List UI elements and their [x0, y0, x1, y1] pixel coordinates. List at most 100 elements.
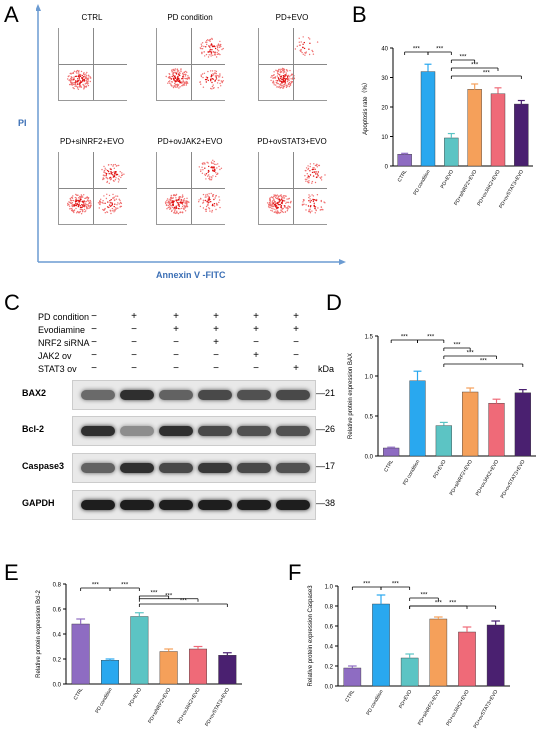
x-tick-label: PD+siNRF2+EVO: [147, 687, 172, 725]
bar: [130, 616, 149, 685]
y-tick-label: 10: [381, 135, 388, 141]
bar: [71, 623, 90, 685]
significance-label: ***: [483, 71, 491, 77]
flow-y-axis-label: PI: [18, 118, 27, 128]
y-tick-label: 0: [385, 165, 389, 171]
bar: [514, 103, 529, 167]
bar: [458, 631, 476, 687]
blot-strip: [72, 380, 316, 410]
treatment-sign: −: [91, 350, 97, 361]
treatment-sign: +: [131, 311, 137, 322]
bar: [429, 618, 448, 687]
treatment-sign: −: [173, 363, 179, 374]
blot-band: [81, 390, 115, 400]
treatment-sign: −: [173, 350, 179, 361]
treatment-sign: −: [293, 350, 299, 361]
blot-band: [159, 426, 193, 436]
x-tick-label: PD+ovJAK2+EVO: [176, 687, 202, 725]
bar: [514, 392, 531, 457]
bar: [444, 137, 459, 167]
bar: [490, 93, 506, 167]
treatment-sign: −: [91, 311, 97, 322]
significance-label: ***: [92, 583, 100, 589]
x-tick-label: PD condition: [402, 459, 421, 487]
panel-letter-d: D: [326, 290, 342, 315]
chart-bcl2-expression: 0.0 0.2 0.4 0.6 0.8 Relative protein expressi…: [36, 583, 242, 728]
x-tick-label: CTRL: [383, 459, 395, 473]
blot-band: [237, 463, 271, 473]
treatment-sign: −: [91, 324, 97, 335]
blot-strip: [72, 453, 316, 483]
flow-dot-plot: [58, 28, 127, 101]
panel-letter-f: F: [288, 560, 302, 585]
treatment-label: JAK2 ov: [38, 351, 72, 361]
y-tick-label: 0.6: [325, 625, 334, 631]
x-tick-label: PD+EVO: [432, 459, 447, 480]
flow-dot-plot: [58, 152, 127, 225]
blot-band: [276, 500, 310, 510]
x-tick-label: PD condition: [94, 687, 113, 715]
bar: [462, 391, 479, 457]
blot-band: [159, 463, 193, 473]
significance-label: ***: [435, 601, 443, 607]
significance-label: ***: [363, 582, 371, 588]
significance-label: ***: [467, 351, 475, 357]
bar: [409, 380, 426, 457]
y-tick-label: 1.0: [325, 585, 334, 591]
blot-band: [237, 390, 271, 400]
y-tick-label: 20: [381, 106, 388, 112]
treatment-sign: −: [91, 337, 97, 348]
blot-band: [276, 463, 310, 473]
blot-band: [81, 463, 115, 473]
blot-band: [276, 426, 310, 436]
x-tick-label: PD+ovSTAT3+EVO: [472, 689, 499, 730]
blot-band: [237, 426, 271, 436]
treatment-sign: −: [91, 363, 97, 374]
significance-label: ***: [165, 593, 173, 599]
y-axis-label: Relative protein expression Bcl-2: [36, 589, 42, 677]
flow-plot-title: PD+ovSTAT3+EVO: [257, 137, 327, 146]
bar: [159, 651, 178, 685]
significance-label: ***: [150, 591, 158, 597]
treatment-sign: −: [173, 337, 179, 348]
treatment-sign: −: [253, 363, 259, 374]
bar: [435, 425, 452, 457]
flow-plot-title: CTRL: [81, 13, 103, 22]
treatment-sign: −: [131, 363, 137, 374]
protein-label: BAX2: [22, 388, 47, 398]
panel-letter-a: A: [4, 2, 19, 27]
significance-label: ***: [453, 343, 461, 349]
y-tick-label: 0.4: [325, 645, 334, 651]
flow-x-axis-label: Annexin V -FITC: [156, 270, 226, 280]
y-tick-label: 0.5: [365, 415, 374, 421]
y-tick-label: 0.8: [53, 583, 62, 589]
flow-plot-title: PD+ovJAK2+EVO: [157, 137, 223, 146]
y-tick-label: 40: [381, 47, 388, 53]
bar: [488, 402, 505, 457]
treatment-sign: −: [253, 337, 259, 348]
flow-plot-title: PD+siNRF2+EVO: [59, 137, 125, 146]
x-tick-label: PD+siNRF2+EVO: [417, 689, 442, 727]
bar: [188, 648, 207, 685]
protein-label: Bcl-2: [22, 424, 45, 434]
kda-marker: —17: [316, 461, 336, 471]
treatment-sign: +: [173, 324, 179, 335]
flow-dot-plot: [258, 152, 327, 225]
chart-bax-expression: 0.0 0.5 1.0 1.5 Relative protein expression …: [348, 335, 536, 500]
bar: [372, 603, 390, 687]
blot-band: [276, 390, 310, 400]
flow-plot-title: PD+EVO: [275, 13, 309, 22]
treatment-sign: −: [213, 350, 219, 361]
significance-label: ***: [121, 583, 129, 589]
blot-band: [120, 390, 154, 400]
bar: [343, 667, 362, 687]
bar: [400, 657, 419, 687]
kda-marker: —38: [316, 498, 336, 508]
y-tick-label: 0.0: [53, 683, 62, 689]
x-tick-label: PD+ovSTAT3+EVO: [500, 459, 527, 500]
panel-letter-b: B: [352, 2, 367, 27]
x-tick-label: CTRL: [344, 689, 356, 703]
blot-band: [120, 426, 154, 436]
treatment-sign: −: [131, 337, 137, 348]
blot-strip: [72, 416, 316, 446]
